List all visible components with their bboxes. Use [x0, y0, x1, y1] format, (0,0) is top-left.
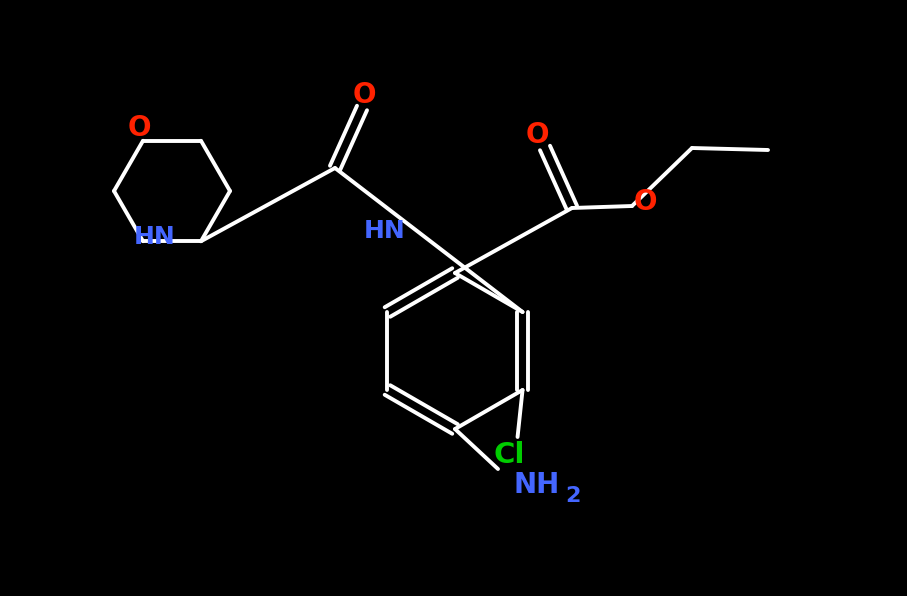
Text: O: O — [352, 81, 375, 109]
Text: HN: HN — [364, 219, 405, 243]
Text: NH: NH — [513, 471, 560, 499]
Text: O: O — [525, 121, 549, 149]
Text: HN: HN — [134, 225, 176, 249]
Text: O: O — [633, 188, 657, 216]
Text: Cl: Cl — [493, 441, 525, 469]
Text: O: O — [127, 114, 151, 142]
Text: 2: 2 — [565, 486, 580, 506]
